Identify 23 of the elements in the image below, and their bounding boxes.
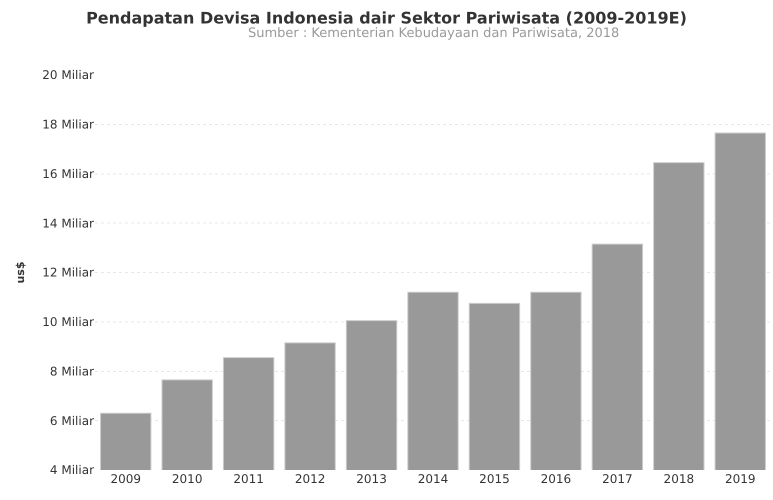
y-tick-label: 12 Miliar: [42, 266, 94, 280]
y-tick-label: 14 Miliar: [42, 216, 94, 230]
y-tick-label: 8 Miliar: [50, 364, 94, 378]
x-tick-label: 2015: [479, 472, 510, 486]
x-tick-label: 2018: [664, 472, 694, 486]
y-tick-label: 16 Miliar: [42, 166, 94, 181]
x-tick-label: 2016: [540, 472, 572, 486]
y-tick-label: 4 Miliar: [50, 463, 94, 478]
x-tick-label: 2009: [110, 472, 142, 486]
y-tick-label: 18 Miliar: [42, 118, 94, 132]
chart-subtitle: Sumber : Kementerian Kebudayaan dan Pariwisata, 2018: [248, 26, 620, 41]
x-tick-label: 2012: [294, 472, 326, 486]
x-tick-label: 2017: [602, 472, 633, 486]
x-tick-label: 2010: [172, 472, 202, 486]
y-axis-title: us$: [14, 261, 27, 284]
y-tick-label: 6 Miliar: [50, 414, 94, 428]
chart-title: Pendapatan Devisa Indonesia dair Sektor Pariwisata (2009-2019E): [86, 8, 687, 28]
y-tick-label: 20 Miliar: [42, 68, 94, 82]
x-tick-label: 2013: [356, 472, 387, 486]
x-tick-label: 2011: [233, 472, 264, 486]
x-tick-label: 2019: [724, 472, 756, 486]
y-tick-label: 10 Miliar: [42, 315, 94, 330]
x-tick-label: 2014: [418, 472, 448, 486]
